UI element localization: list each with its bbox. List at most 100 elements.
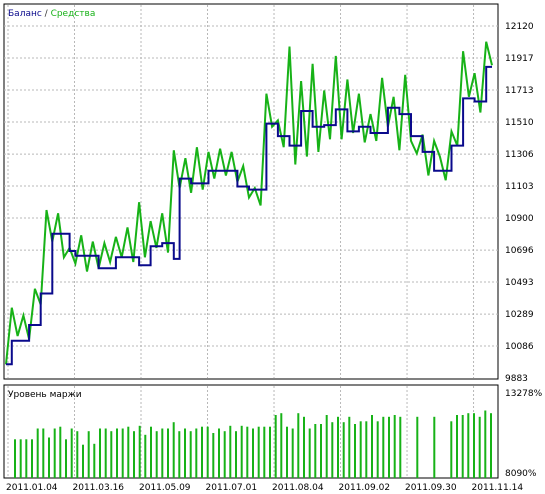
margin-bar (189, 431, 192, 478)
balance-line (6, 65, 492, 366)
margin-bar (201, 426, 203, 478)
margin-bar (331, 422, 334, 478)
main-y-axis-labels: 9883 10086 10289 10493 10696 10900 11103 11306 1… (505, 22, 534, 384)
y-tick-label: 10900 (505, 214, 534, 224)
legend-balance-label: Баланс (8, 9, 42, 19)
margin-bar (280, 413, 283, 478)
margin-bar (456, 415, 458, 478)
margin-bar (161, 428, 164, 478)
margin-bar (257, 426, 260, 478)
y-tick-label: 11713 (505, 86, 534, 96)
svg-text:Баланс / Средства: Баланс / Средства (8, 9, 95, 19)
margin-bar (178, 431, 181, 478)
main-chart-panel: 9883 10086 10289 10493 10696 10900 11103 11306 1… (3, 3, 534, 384)
x-tick-label: 2011.09.30 (405, 483, 457, 493)
y-tick-label: 11510 (505, 118, 534, 128)
margin-bar (263, 426, 266, 478)
margin-bar (65, 439, 67, 478)
margin-y-label-min: 8090% (505, 469, 537, 479)
margin-bar (133, 431, 135, 478)
margin-bar (167, 428, 169, 478)
margin-bar (337, 416, 339, 478)
margin-bar (138, 425, 141, 478)
margin-bar (76, 431, 79, 478)
margin-bar (195, 428, 198, 478)
y-tick-label: 11103 (505, 182, 534, 192)
margin-bar (127, 426, 130, 478)
margin-bar (155, 431, 158, 478)
margin-level-panel: Уровень маржи 13278% 8090% 2011.01.04 201… (3, 384, 543, 493)
margin-y-label-max: 13278% (505, 389, 543, 399)
margin-bar (144, 434, 147, 478)
margin-bar (376, 421, 379, 478)
margin-bar (42, 428, 45, 478)
margin-bar (320, 424, 322, 478)
margin-bar (150, 426, 152, 478)
legend-separator: / (42, 9, 51, 19)
margin-bar (110, 431, 113, 478)
margin-bar (70, 428, 73, 478)
margin-bar (53, 428, 56, 478)
margin-bar (365, 421, 368, 478)
margin-bar (235, 431, 237, 478)
margin-panel-frame (3, 384, 499, 479)
margin-bar (223, 431, 226, 478)
margin-bar (325, 415, 328, 478)
equity-line (5, 41, 493, 365)
margin-bar (218, 428, 220, 478)
main-chart-frame (3, 3, 499, 380)
margin-bar (388, 416, 390, 478)
margin-bar (314, 424, 317, 478)
margin-bar (416, 416, 419, 478)
x-axis-labels: 2011.01.04 2011.03.16 2011.05.09 2011.07.01… (6, 483, 523, 493)
margin-bar (93, 443, 96, 478)
margin-bar (99, 428, 101, 478)
margin-bar (359, 421, 362, 478)
margin-bar (19, 439, 22, 478)
legend-equity-label: Средства (51, 9, 96, 19)
y-tick-label: 10086 (505, 342, 534, 352)
margin-bar (291, 428, 294, 478)
margin-bar (240, 425, 243, 478)
margin-bar (31, 439, 33, 478)
x-tick-label: 2011.01.04 (6, 483, 58, 493)
margin-bar (286, 426, 288, 478)
legend: Баланс / Средства (8, 9, 95, 19)
margin-bar (48, 437, 50, 478)
margin-bar (342, 422, 345, 478)
margin-bar (59, 426, 62, 478)
margin-bar (297, 413, 300, 478)
margin-bar (25, 439, 28, 478)
margin-bar (184, 428, 186, 478)
y-tick-label: 12120 (505, 22, 534, 32)
margin-bar (461, 415, 464, 478)
margin-bar (87, 431, 90, 478)
margin-bar (354, 424, 356, 478)
y-tick-label: 10696 (505, 246, 534, 256)
x-tick-label: 2011.05.09 (139, 483, 191, 493)
margin-bar (82, 444, 84, 478)
margin-bar (172, 422, 175, 478)
margin-bar (116, 428, 118, 478)
margin-bar (121, 428, 124, 478)
margin-bar (104, 428, 107, 478)
margin-bar (14, 439, 16, 478)
margin-bar (308, 428, 311, 478)
margin-bar (212, 433, 215, 478)
margin-bar (393, 415, 396, 478)
y-tick-label: 10493 (505, 278, 534, 288)
margin-bar (490, 413, 492, 478)
margin-bar (473, 413, 475, 478)
x-tick-label: 2011.03.16 (73, 483, 125, 493)
margin-panel-title: Уровень маржи (8, 390, 82, 400)
margin-bar (229, 425, 232, 478)
margin-bar (36, 428, 39, 478)
margin-bar (382, 416, 385, 478)
margin-bar (433, 416, 436, 478)
margin-bar (252, 428, 254, 478)
margin-bar (467, 413, 470, 478)
x-tick-label: 2011.08.04 (272, 483, 324, 493)
x-tick-label: 2011.07.01 (206, 483, 258, 493)
margin-bar (206, 426, 209, 478)
